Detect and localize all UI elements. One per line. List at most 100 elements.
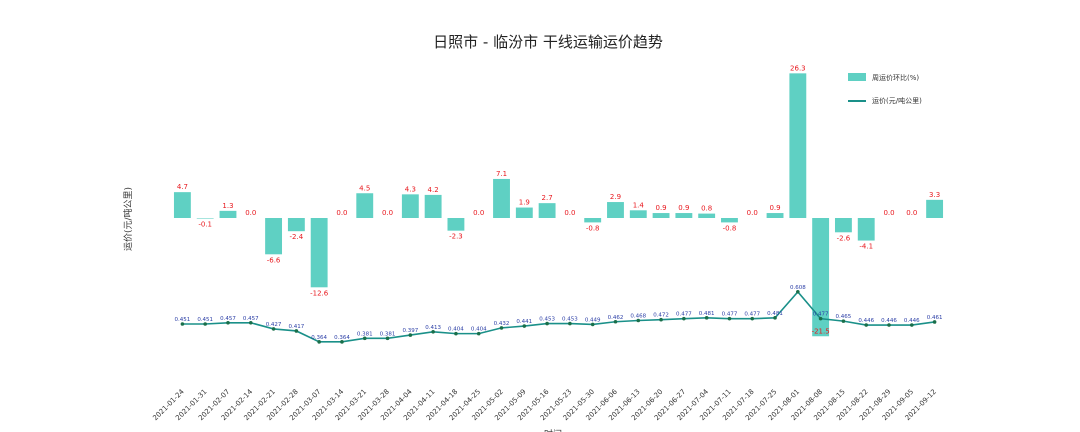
line-label-2021-06-20: 0.472 (653, 313, 669, 319)
price-point-2021-08-01 (796, 290, 800, 294)
line-label-2021-02-07: 0.457 (220, 316, 236, 322)
line-label-2021-07-25: 0.481 (767, 311, 783, 317)
line-series (180, 290, 937, 344)
legend: 周运价环比(%) 运价(元/吨公里) (848, 73, 922, 105)
bar-label-2021-06-27: 0.9 (678, 204, 689, 212)
price-point-2021-04-18 (454, 331, 458, 336)
line-label-2021-02-14: 0.457 (243, 316, 259, 322)
bar-2021-05-02 (493, 178, 510, 218)
price-point-2021-03-21 (362, 336, 367, 341)
x-axis-label: 时间 (544, 428, 562, 432)
line-label-2021-05-30: 0.449 (585, 317, 601, 323)
bar-label-2021-08-22: -4.1 (859, 243, 873, 251)
legend-item-line: 运价(元/吨公里) (848, 96, 922, 105)
bar-2021-05-16 (538, 203, 556, 218)
line-label-2021-03-28: 0.381 (380, 331, 396, 337)
line-label-2021-05-09: 0.441 (516, 319, 532, 325)
bar-label-2021-02-14: 0.0 (245, 209, 256, 217)
price-point-2021-06-13 (636, 318, 641, 323)
bar-2021-06-20 (652, 213, 670, 218)
line-label-2021-03-21: 0.381 (357, 331, 373, 337)
bar-2021-06-06 (607, 202, 624, 218)
bar-label-2021-08-15: -2.6 (837, 234, 851, 242)
bar-label-2021-05-23: 0.0 (564, 209, 575, 217)
y-axis-label: 运价(元/吨公里) (122, 187, 134, 251)
price-point-2021-09-12 (932, 320, 937, 324)
bar-2021-03-21 (356, 193, 374, 218)
bar-label-2021-03-07: -12.6 (310, 289, 329, 297)
line-label-2021-04-18: 0.404 (448, 327, 464, 333)
line-label-2021-02-21: 0.427 (266, 322, 282, 328)
bar-label-2021-04-25: 0.0 (473, 209, 484, 217)
line-label-2021-06-13: 0.468 (630, 314, 646, 320)
bar-label-2021-07-11: -0.8 (723, 224, 737, 232)
bar-label-2021-01-24: 4.7 (177, 183, 188, 191)
price-point-2021-04-11 (431, 329, 435, 334)
bar-2021-02-28 (287, 218, 305, 232)
line-label-2021-03-14: 0.364 (334, 335, 350, 341)
price-point-2021-01-24 (180, 322, 185, 326)
price-point-2021-02-07 (226, 320, 230, 325)
price-point-2021-07-04 (704, 316, 709, 320)
price-point-2021-03-28 (385, 336, 390, 341)
bar-label-2021-06-20: 0.9 (655, 204, 666, 212)
line-label-2021-06-27: 0.477 (676, 312, 692, 318)
chart-title: 日照市 - 临汾市 干线运输运价趋势 (433, 33, 663, 51)
bar-label-2021-03-21: 4.5 (359, 184, 370, 192)
price-point-2021-02-14 (248, 320, 253, 325)
price-point-2021-04-04 (408, 333, 413, 337)
line-label-2021-02-28: 0.417 (288, 324, 304, 330)
line-label-2021-04-25: 0.404 (471, 327, 487, 333)
bar-label-2021-06-13: 1.4 (633, 201, 645, 209)
bar-value-labels: 4.7 -0.1 1.3 0.0 -6.6 -2.4 -12.6 0.0 4.5 0.0 4.3 4.… (177, 64, 940, 335)
bar-label-2021-03-28: 0.0 (382, 209, 393, 217)
line-value-labels: 0.451 0.451 0.457 0.457 0.427 0.417 0.364 0.364… (175, 285, 943, 341)
line-label-2021-08-22: 0.446 (858, 318, 874, 324)
bar-label-2021-09-12: 3.3 (929, 191, 940, 199)
price-point-2021-06-06 (613, 319, 618, 324)
line-label-2021-01-24: 0.451 (175, 317, 191, 323)
line-label-2021-06-06: 0.462 (608, 315, 624, 321)
line-label-2021-05-02: 0.432 (494, 321, 510, 327)
bar-2021-08-08 (812, 218, 830, 337)
bar-label-2021-08-01: 26.3 (790, 64, 806, 72)
price-point-2021-06-27 (682, 316, 686, 321)
price-point-2021-03-14 (340, 340, 344, 344)
bar-label-2021-02-21: -6.6 (267, 256, 281, 264)
price-point-2021-01-31 (203, 322, 207, 326)
bar-2021-07-04 (698, 213, 716, 218)
bar-2021-06-13 (629, 210, 647, 218)
price-point-2021-07-11 (727, 316, 732, 321)
legend-bar-label: 周运价环比(%) (872, 73, 919, 82)
bar-2021-08-01 (789, 73, 807, 218)
price-point-2021-09-05 (910, 323, 914, 327)
bar-2021-01-24 (173, 192, 191, 218)
bar-2021-07-11 (721, 218, 738, 223)
bar-label-2021-03-14: 0.0 (336, 209, 347, 217)
line-label-2021-07-04: 0.481 (699, 311, 715, 317)
line-label-2021-09-05: 0.446 (904, 318, 920, 324)
price-point-2021-05-16 (545, 321, 549, 326)
line-label-2021-08-01: 0.608 (790, 285, 806, 291)
line-label-2021-08-08: 0.477 (813, 312, 829, 318)
line-label-2021-05-23: 0.453 (562, 317, 578, 323)
legend-bar-swatch (848, 73, 866, 81)
legend-line-label: 运价(元/吨公里) (872, 96, 922, 105)
price-point-2021-04-25 (476, 331, 481, 336)
price-point-2021-07-18 (750, 316, 755, 321)
bar-label-2021-08-29: 0.0 (883, 209, 894, 217)
price-point-2021-06-20 (659, 317, 663, 322)
bar-2021-08-22 (857, 218, 875, 241)
bar-2021-06-27 (675, 213, 693, 218)
price-point-2021-08-22 (864, 323, 869, 327)
price-point-2021-03-07 (317, 340, 321, 344)
price-point-2021-07-25 (773, 316, 777, 320)
bar-2021-09-12 (926, 199, 944, 218)
line-label-2021-08-29: 0.446 (881, 318, 897, 324)
bar-label-2021-04-18: -2.3 (449, 233, 463, 241)
bar-2021-02-07 (219, 210, 237, 218)
bar-2021-08-15 (834, 218, 852, 233)
line-label-2021-08-15: 0.465 (836, 314, 852, 320)
bar-label-2021-08-08: -21.5 (812, 327, 830, 335)
line-label-2021-01-31: 0.451 (197, 317, 213, 323)
